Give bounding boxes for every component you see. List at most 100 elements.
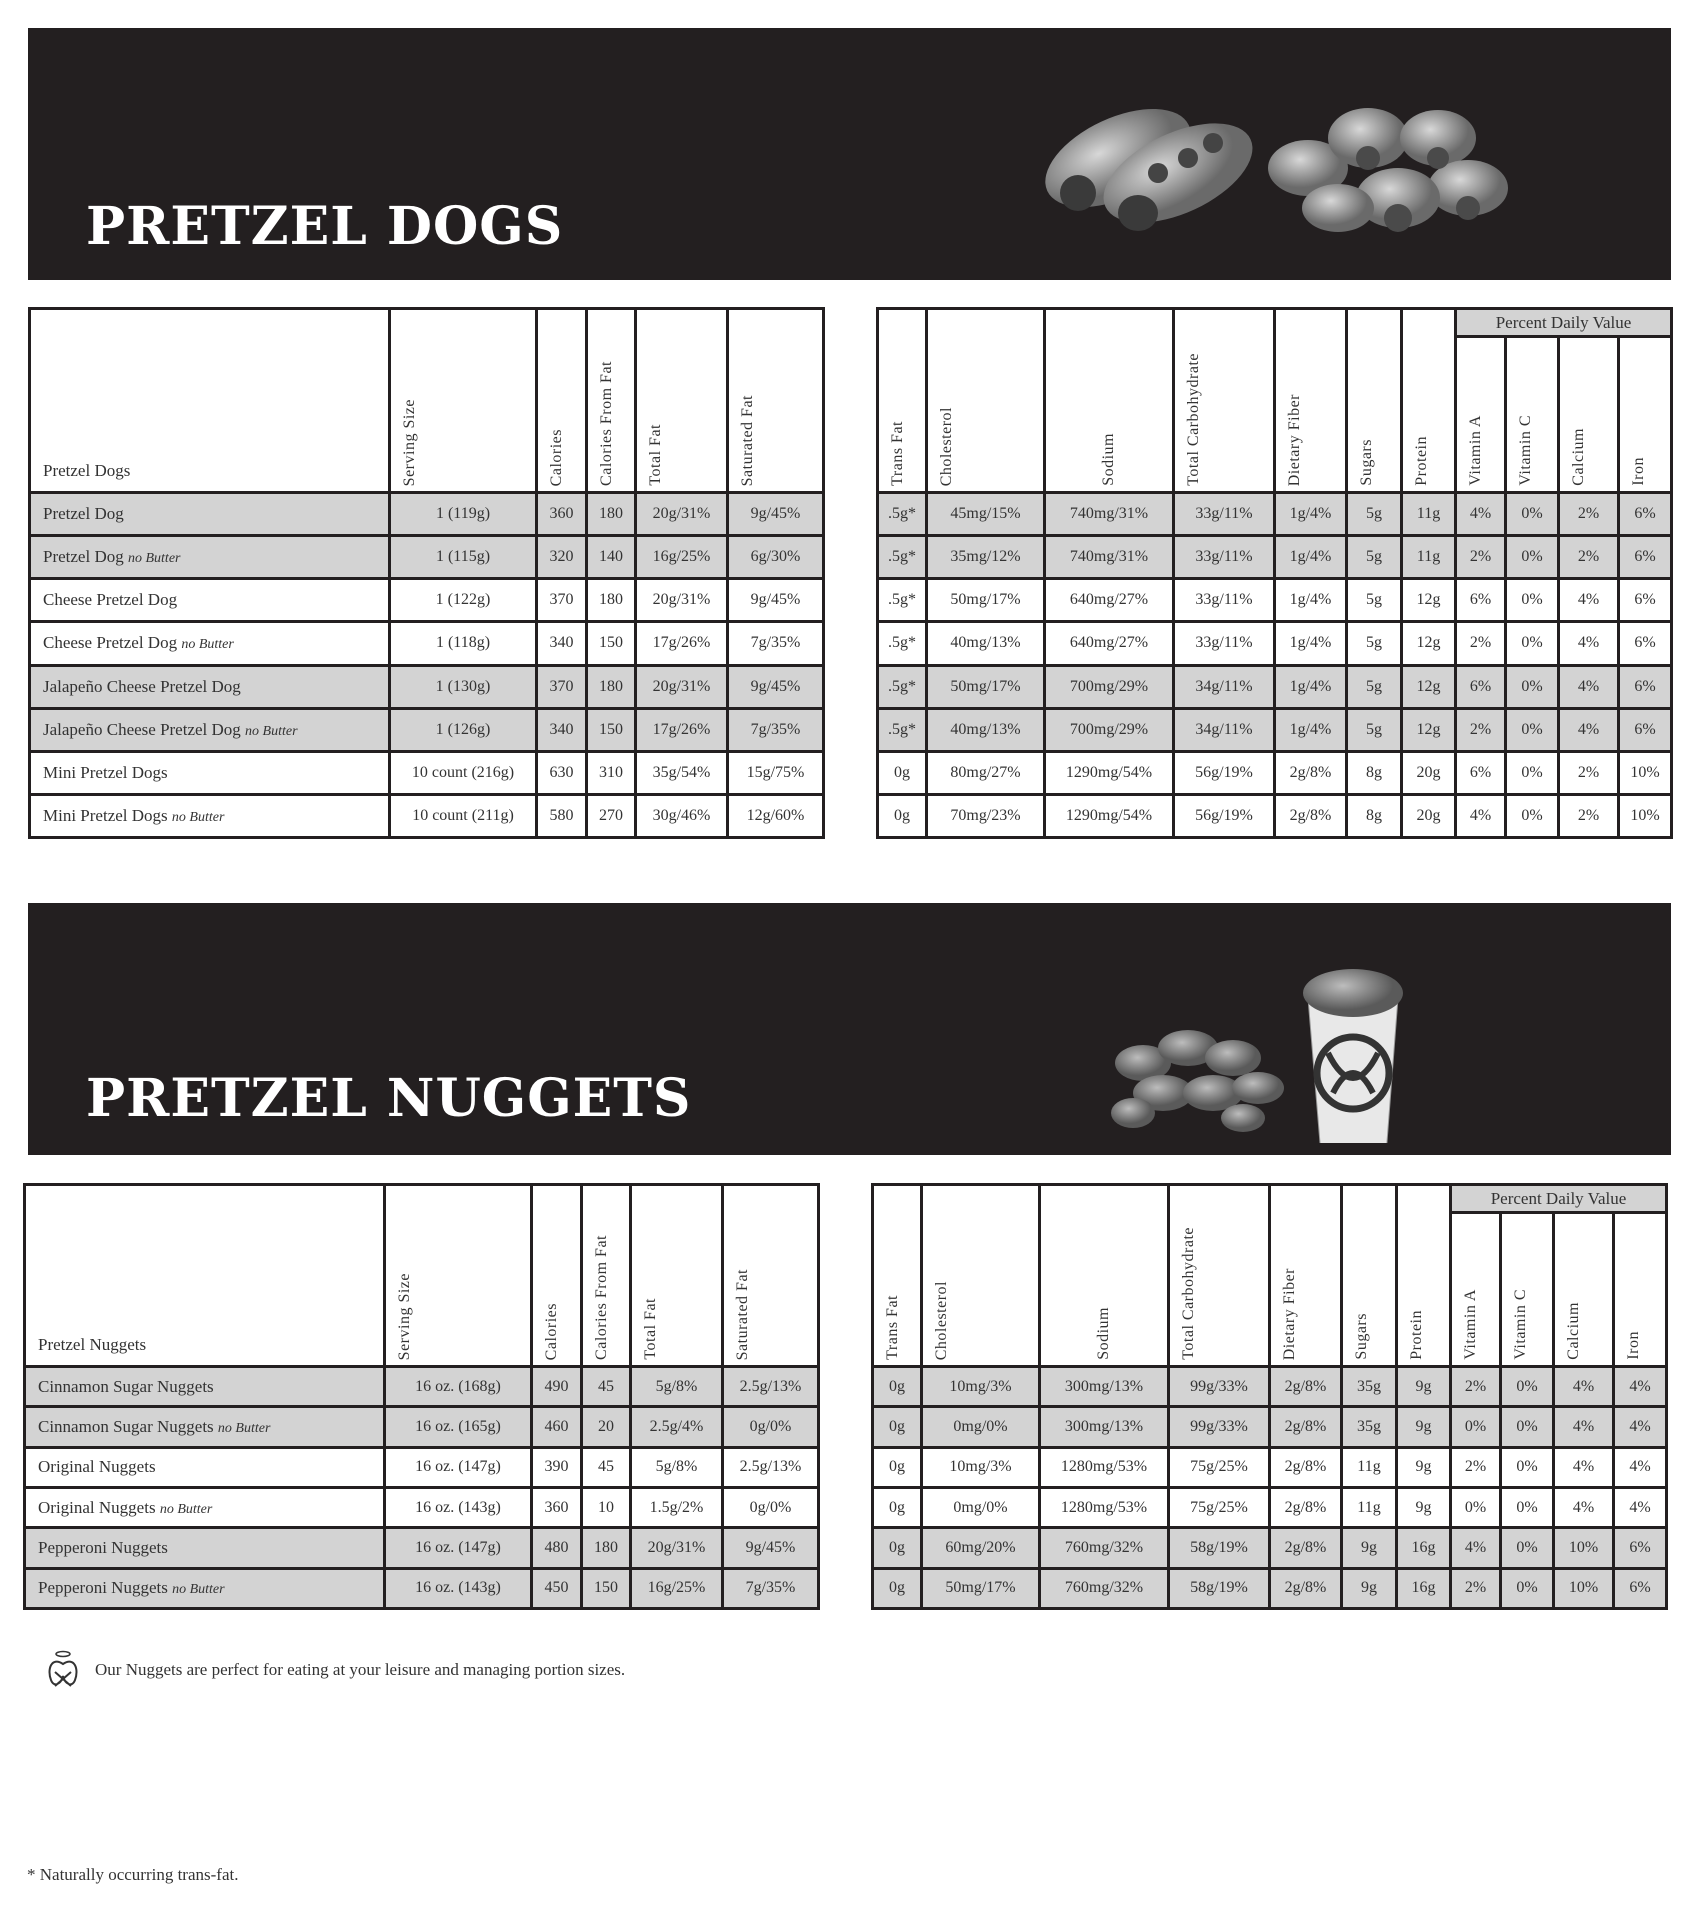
item-name: Cheese Pretzel Dog [43, 633, 178, 653]
value-cell: 50mg/17% [920, 1566, 1041, 1611]
value-cell: 6% [1616, 620, 1674, 667]
column-header: Total Fat [634, 307, 729, 494]
value-cell: 9g [1395, 1364, 1452, 1409]
value-cell: 35g/54% [634, 749, 729, 796]
value-cell: 33g/11% [1172, 534, 1276, 581]
column-header: Cholesterol [925, 307, 1046, 494]
item-suffix: no Butter [159, 1501, 213, 1517]
value-cell: 640mg/27% [1043, 577, 1175, 624]
value-cell: 1g/4% [1273, 490, 1348, 538]
value-cell: 1g/4% [1273, 534, 1348, 581]
item-suffix: no Butter [172, 1582, 225, 1598]
column-header: Vitamin C [1504, 335, 1560, 494]
item-name-cell: Cinnamon Sugar Nuggets [23, 1364, 386, 1409]
value-cell: 10 count (216g) [388, 749, 538, 796]
column-header: Calories From Fat [585, 307, 637, 494]
value-cell: 2% [1454, 534, 1507, 581]
value-cell: 45 [580, 1364, 632, 1409]
value-cell: 450 [530, 1566, 583, 1611]
value-cell: 150 [580, 1566, 632, 1611]
value-cell: 300mg/13% [1038, 1364, 1170, 1409]
table-row: Pepperoni Nuggets 16 oz. (147g) 480 180 20g/… [23, 1526, 820, 1570]
value-cell: 0g [871, 1445, 923, 1489]
value-cell: 640mg/27% [1043, 620, 1175, 667]
value-cell: 16g/25% [629, 1566, 724, 1611]
footnote: * Naturally occurring trans-fat. [27, 1865, 239, 1884]
section-title: PRETZEL NUGGETS [86, 1068, 692, 1129]
value-cell: 4% [1454, 792, 1507, 840]
value-cell: 1280mg/53% [1038, 1445, 1170, 1489]
value-cell: 5g [1345, 706, 1403, 753]
value-cell: 740mg/31% [1043, 534, 1175, 581]
value-cell: 0g [871, 1526, 923, 1570]
header-row: Pretzel Nuggets Serving Size Calories Calor… [23, 1183, 820, 1368]
value-cell: 0% [1504, 792, 1560, 840]
value-cell: 6g/30% [726, 534, 825, 581]
value-cell: 2g/8% [1268, 1485, 1343, 1530]
value-cell: 70mg/23% [925, 792, 1046, 840]
value-cell: 9g/45% [726, 577, 825, 624]
value-cell: 16 oz. (168g) [383, 1364, 533, 1409]
item-name: Original Nuggets [38, 1457, 156, 1477]
value-cell: 0mg/0% [920, 1405, 1041, 1449]
value-cell: 2.5g/13% [721, 1445, 820, 1489]
value-cell: 370 [535, 663, 588, 710]
value-cell: 2% [1449, 1364, 1502, 1409]
value-cell: 180 [585, 663, 637, 710]
table-row: Cheese Pretzel Dog no Butter 1 (118g) 340 1… [28, 620, 825, 667]
value-cell: 180 [580, 1526, 632, 1570]
value-cell: 10% [1552, 1566, 1615, 1611]
value-cell: 4% [1611, 1364, 1669, 1409]
value-cell: 56g/19% [1172, 749, 1276, 796]
value-cell: 150 [585, 706, 637, 753]
table-row: Original Nuggets no Butter 16 oz. (143g) 3… [23, 1485, 820, 1530]
value-cell: 5g [1345, 490, 1403, 538]
table-row: Cinnamon Sugar Nuggets no Butter 16 oz. (… [23, 1405, 820, 1449]
value-cell: 60mg/20% [920, 1526, 1041, 1570]
value-cell: 4% [1552, 1405, 1615, 1449]
value-cell: 9g/45% [721, 1526, 820, 1570]
value-cell: 12g/60% [726, 792, 825, 840]
percent-daily-value-header: Percent Daily Value [1453, 307, 1674, 338]
value-cell: 4% [1557, 663, 1620, 710]
value-cell: 5g/8% [629, 1364, 724, 1409]
value-cell: 9g [1340, 1566, 1398, 1611]
item-name-cell: Pepperoni Nuggets no Butter [23, 1566, 386, 1611]
value-cell: 33g/11% [1172, 620, 1276, 667]
value-cell: 4% [1449, 1526, 1502, 1570]
value-cell: 16 oz. (147g) [383, 1445, 533, 1489]
value-cell: 320 [535, 534, 588, 581]
column-header: Sugars [1340, 1183, 1398, 1368]
pretzel-nuggets-photo [1111, 969, 1403, 1143]
table-row: Pretzel Dog no Butter 1 (115g) 320 140 16g/2… [28, 534, 825, 581]
value-cell: 35g [1340, 1405, 1398, 1449]
item-name-cell: Cheese Pretzel Dog no Butter [28, 620, 391, 667]
table-row: Jalapeño Cheese Pretzel Dog 1 (130g) 370 18… [28, 663, 825, 710]
column-header: Sodium [1038, 1183, 1170, 1368]
value-cell: 33g/11% [1172, 577, 1276, 624]
item-suffix: no Butter [181, 637, 234, 653]
value-cell: 2% [1449, 1566, 1502, 1611]
value-cell: 10% [1616, 792, 1674, 840]
value-cell: 6% [1611, 1526, 1669, 1570]
table-row: Pretzel Dog 1 (119g) 360 180 20g/31% 9g/45% [28, 490, 825, 538]
value-cell: 50mg/17% [925, 663, 1046, 710]
table-row: Cinnamon Sugar Nuggets 16 oz. (168g) 490 45… [23, 1364, 820, 1409]
value-cell: 2% [1557, 792, 1620, 840]
value-cell: 33g/11% [1172, 490, 1276, 538]
item-name: Jalapeño Cheese Pretzel Dog [43, 676, 241, 696]
value-cell: 370 [535, 577, 588, 624]
pretzel-dogs-nutrition-table-left: Pretzel Dogs Serving Size Calories Calories… [28, 307, 825, 840]
value-cell: 10 [580, 1485, 632, 1530]
value-cell: 0% [1504, 749, 1560, 796]
column-header: Total Fat [629, 1183, 724, 1368]
value-cell: 360 [530, 1485, 583, 1530]
table-row: 0g 70mg/23% 1290mg/54% 56g/19% 2g/8% 8g 20g 4% 0… [876, 792, 1674, 840]
table-row: 0g 10mg/3% 1280mg/53% 75g/25% 2g/8% 11g 9g 2% 0%… [871, 1445, 1669, 1489]
item-suffix: no Butter [245, 723, 298, 739]
value-cell: 16g [1395, 1526, 1452, 1570]
value-cell: 2g/8% [1273, 749, 1348, 796]
item-suffix: no Butter [127, 551, 181, 567]
column-header: Calories [535, 307, 588, 494]
value-cell: 1290mg/54% [1043, 749, 1175, 796]
